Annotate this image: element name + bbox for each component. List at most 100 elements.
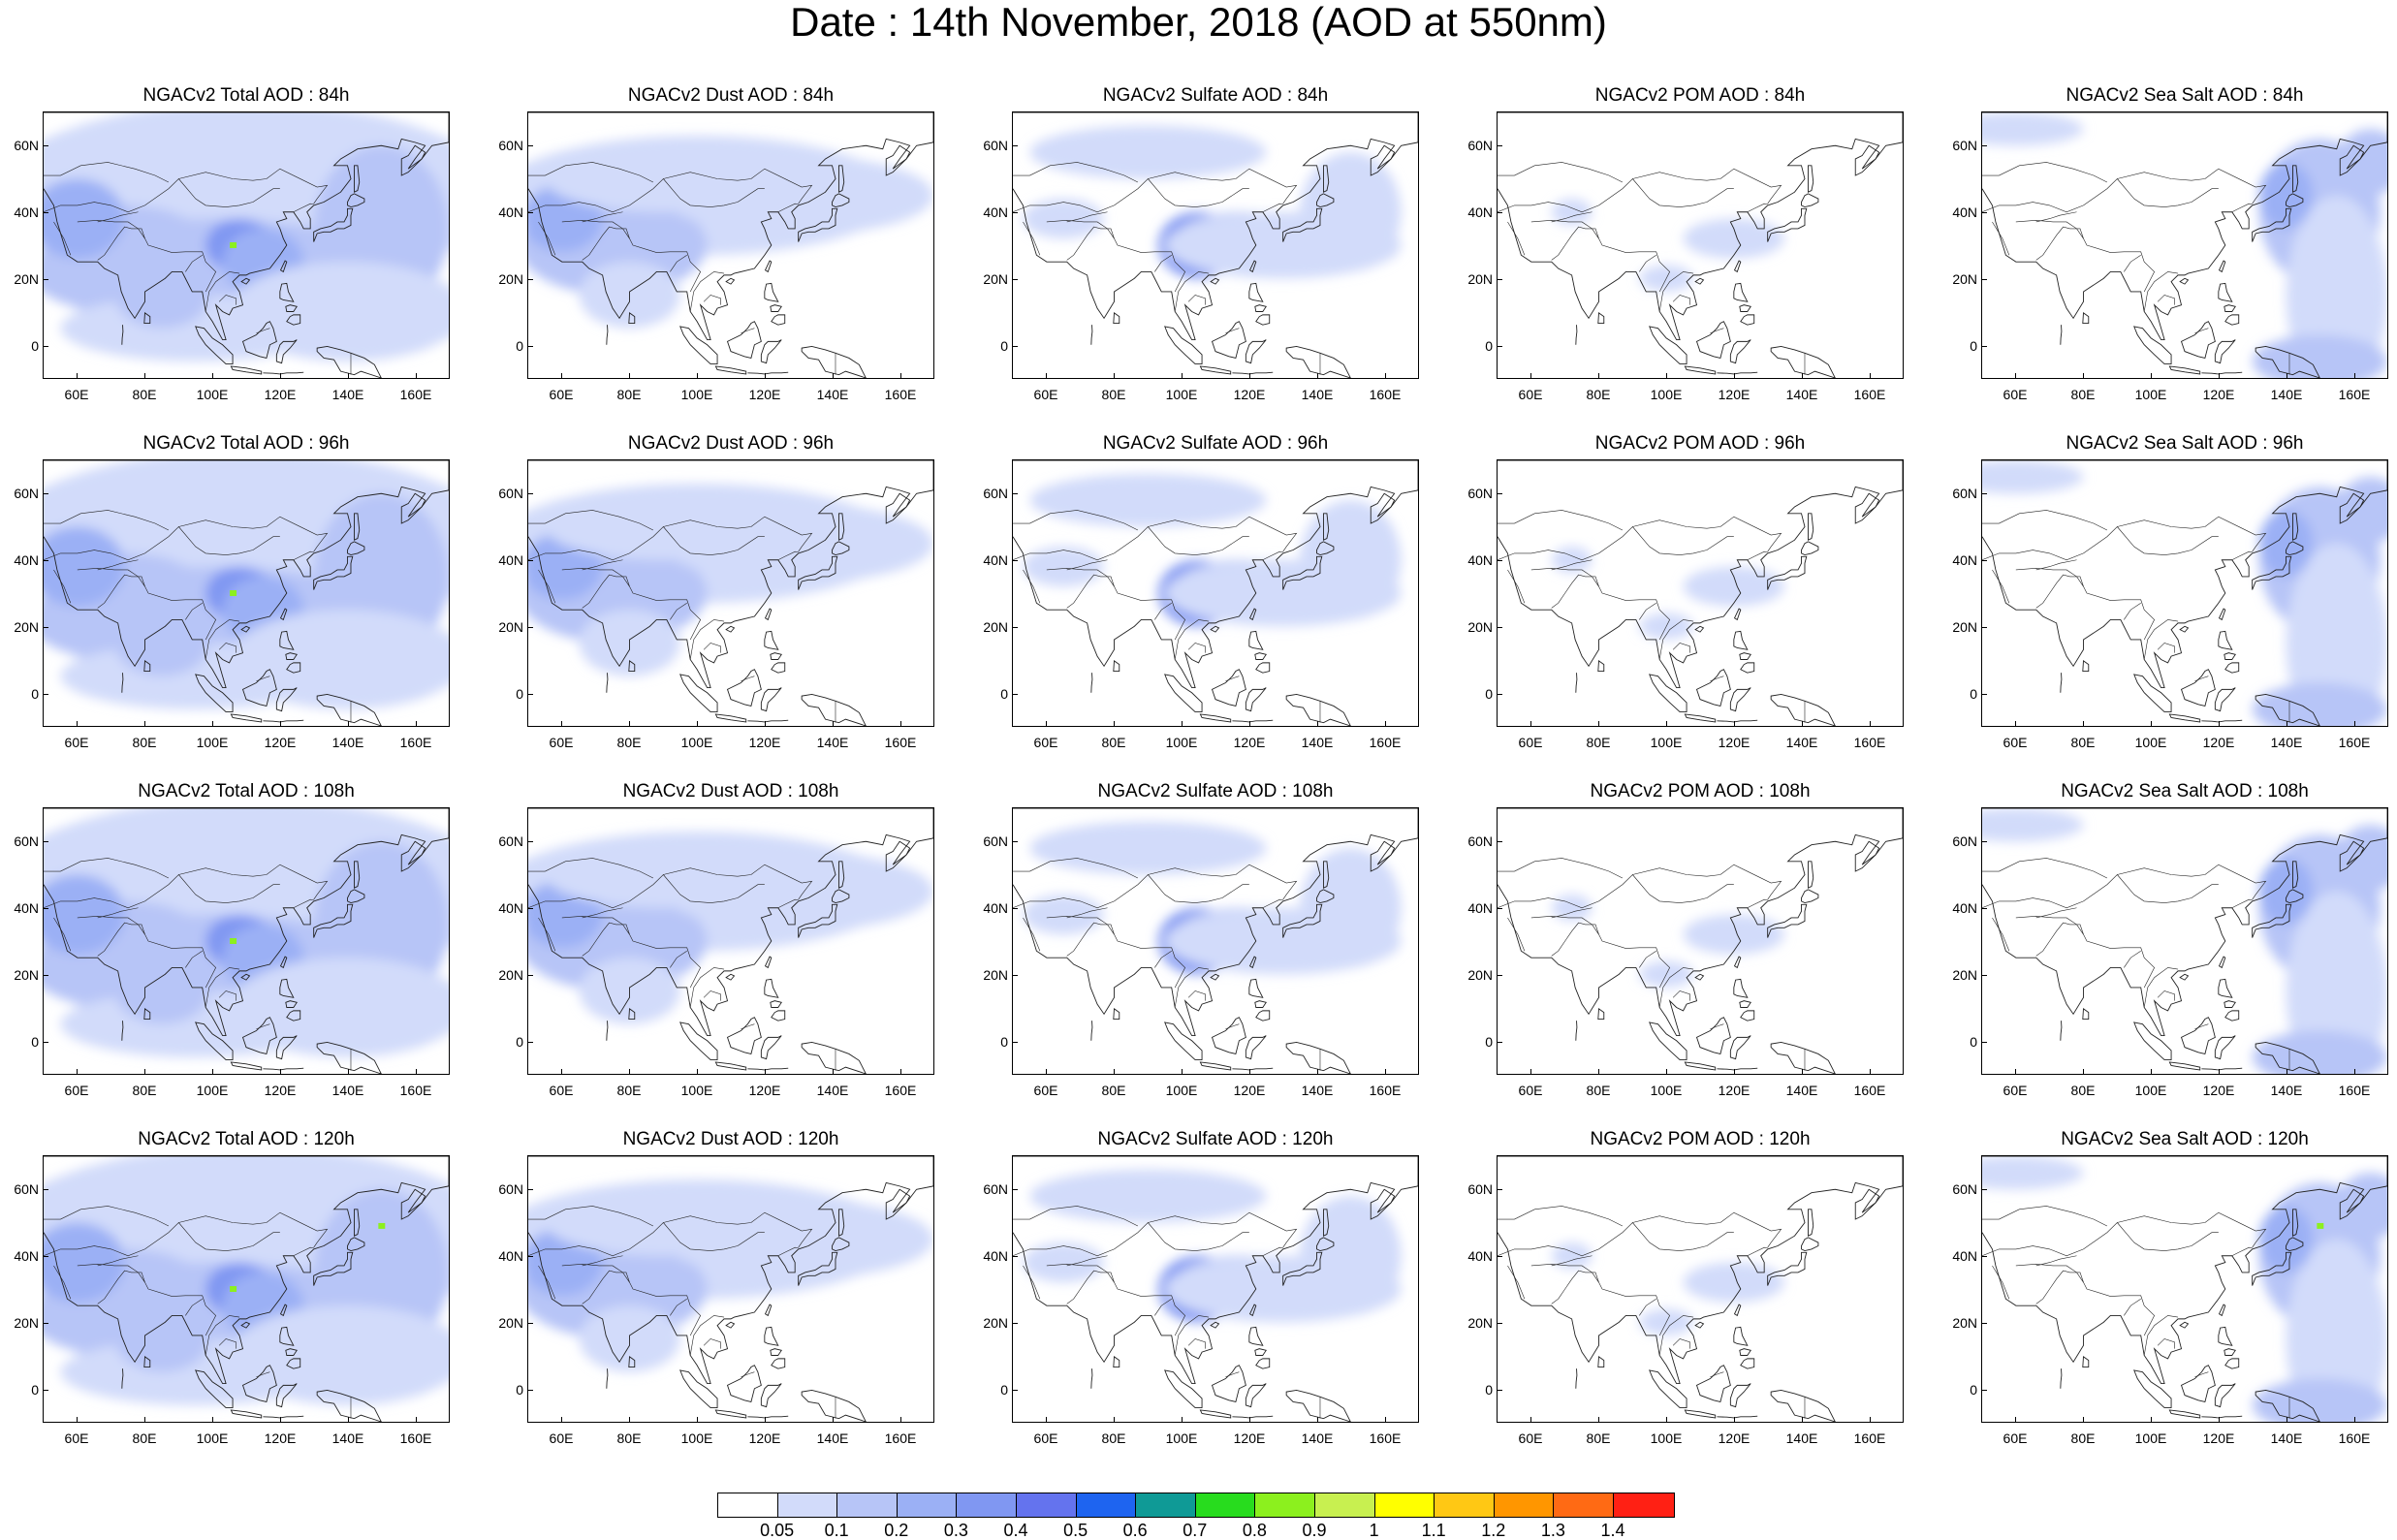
lat-tick-label: 60N (14, 1180, 39, 1197)
lon-tick (212, 1069, 213, 1075)
lon-tick (900, 1417, 901, 1423)
aod-patch (2258, 1206, 2314, 1273)
coastlines (1982, 808, 2387, 1074)
lat-tick-label: 60N (1952, 137, 1977, 153)
lon-tick (2151, 1069, 2152, 1075)
panel-title: NGACv2 Sulfate AOD : 84h (1102, 85, 1329, 106)
lat-tick-label: 20N (1467, 618, 1493, 635)
lon-tick (1385, 721, 1386, 727)
lon-tick-label: 140E (1785, 1083, 1818, 1098)
lat-tick-label: 60N (498, 833, 523, 849)
lon-tick (2354, 1417, 2355, 1423)
lat-tick (43, 492, 48, 494)
lon-tick-label: 120E (748, 387, 781, 402)
lon-tick (212, 1417, 213, 1423)
lon-tick-label: 60E (1518, 1083, 1543, 1098)
lon-tick-label: 160E (1369, 1430, 1402, 1446)
lon-tick (765, 1069, 766, 1075)
lat-tick-label: 20N (14, 270, 39, 287)
lat-tick-label: 40N (498, 899, 523, 916)
aod-patch (1029, 473, 1267, 527)
lat-tick (527, 1255, 533, 1257)
aod-patch (1029, 125, 1267, 179)
lon-tick-label: 100E (2134, 1083, 2167, 1098)
aod-field (44, 808, 449, 1057)
lon-tick (833, 721, 834, 727)
lon-tick-label: 140E (816, 735, 849, 750)
aod-patch (1300, 848, 1402, 968)
lon-tick-label: 160E (884, 387, 917, 402)
lat-tick-label: 20N (498, 270, 523, 287)
lat-tick-label: 0 (1000, 1381, 1008, 1398)
lat-tick (527, 211, 533, 213)
lon-tick-label: 100E (1650, 735, 1683, 750)
lat-tick-label: 40N (14, 1247, 39, 1264)
map-area (1497, 807, 1904, 1075)
map-panel-sulfate-120h: NGACv2 Sulfate AOD : 120h 60N 40N 20N 0 60E 80… (969, 1129, 1454, 1463)
aod-field (1551, 547, 1785, 640)
colorbar-label: 1.2 (1481, 1521, 1506, 1540)
colorbar-swatch (1314, 1493, 1375, 1517)
lon-tick-label: 140E (331, 1430, 364, 1446)
lon-tick-label: 60E (64, 387, 89, 402)
lon-tick-label: 140E (2270, 1430, 2303, 1446)
lon-tick (144, 1417, 145, 1423)
map-panel-sulfate-84h: NGACv2 Sulfate AOD : 84h 60N 40N 20N 0 60E 80E… (969, 85, 1454, 420)
map-area (43, 459, 450, 727)
aod-patch (114, 262, 209, 329)
lon-tick (1802, 1069, 1803, 1075)
lat-tick-label: 40N (498, 551, 523, 568)
lon-tick (2015, 373, 2016, 379)
aod-field (1551, 199, 1785, 292)
lon-tick-label: 140E (331, 387, 364, 402)
lat-tick-label: 20N (983, 1314, 1008, 1331)
lon-tick (2015, 721, 2016, 727)
lat-tick-label: 0 (1485, 685, 1493, 702)
lat-tick-label: 60N (498, 485, 523, 501)
lon-tick-label: 80E (132, 1083, 157, 1098)
coastlines (1982, 112, 2387, 378)
lon-tick (1870, 721, 1871, 727)
lon-tick (2219, 373, 2220, 379)
lat-tick (43, 278, 48, 280)
lon-tick (1317, 1069, 1318, 1075)
lon-tick (1598, 1417, 1599, 1423)
lat-tick (527, 345, 533, 347)
lat-tick (1012, 1041, 1018, 1043)
map-panel-pom-120h: NGACv2 POM AOD : 120h 60N 40N 20N 0 60E 80E 100… (1454, 1129, 1939, 1463)
lon-tick-label: 60E (1033, 735, 1058, 750)
lon-tick (77, 1417, 78, 1423)
lon-tick (833, 1417, 834, 1423)
aod-patch (663, 155, 933, 236)
lon-tick (77, 373, 78, 379)
lon-tick-label: 140E (816, 1083, 849, 1098)
lon-tick (1182, 373, 1183, 379)
lon-tick (1182, 1069, 1183, 1075)
lat-tick (1981, 974, 1987, 976)
panel-title: NGACv2 Sea Salt AOD : 108h (2061, 781, 2309, 801)
aod-peak (230, 1286, 237, 1292)
lat-tick (527, 278, 533, 280)
lon-tick-label: 80E (1586, 387, 1611, 402)
map-panel-total-96h: NGACv2 Total AOD : 96h 60N 40N 20N 0 60E 80E 10… (0, 433, 485, 768)
lon-tick-label: 100E (2134, 735, 2167, 750)
coastlines (1498, 808, 1903, 1074)
lon-tick-label: 100E (2134, 1430, 2167, 1446)
aod-patch (114, 1305, 209, 1372)
lat-tick (527, 1322, 533, 1324)
figure-title: Date : 14th November, 2018 (AOD at 550nm… (790, 0, 1607, 45)
lon-tick (1385, 1069, 1386, 1075)
lat-tick-label: 40N (1952, 1247, 1977, 1264)
lon-tick (1046, 1417, 1047, 1423)
lon-tick-label: 80E (616, 1430, 642, 1446)
lat-tick-label: 20N (14, 966, 39, 983)
lon-tick (697, 1069, 698, 1075)
lat-tick-label: 40N (14, 899, 39, 916)
aod-patch (2252, 1030, 2387, 1074)
lat-tick-label: 0 (516, 685, 523, 702)
lon-tick-label: 120E (2202, 387, 2235, 402)
lon-tick (348, 1417, 349, 1423)
lat-tick (43, 907, 48, 909)
aod-patch (2286, 891, 2387, 1074)
lat-tick-label: 40N (1467, 899, 1493, 916)
